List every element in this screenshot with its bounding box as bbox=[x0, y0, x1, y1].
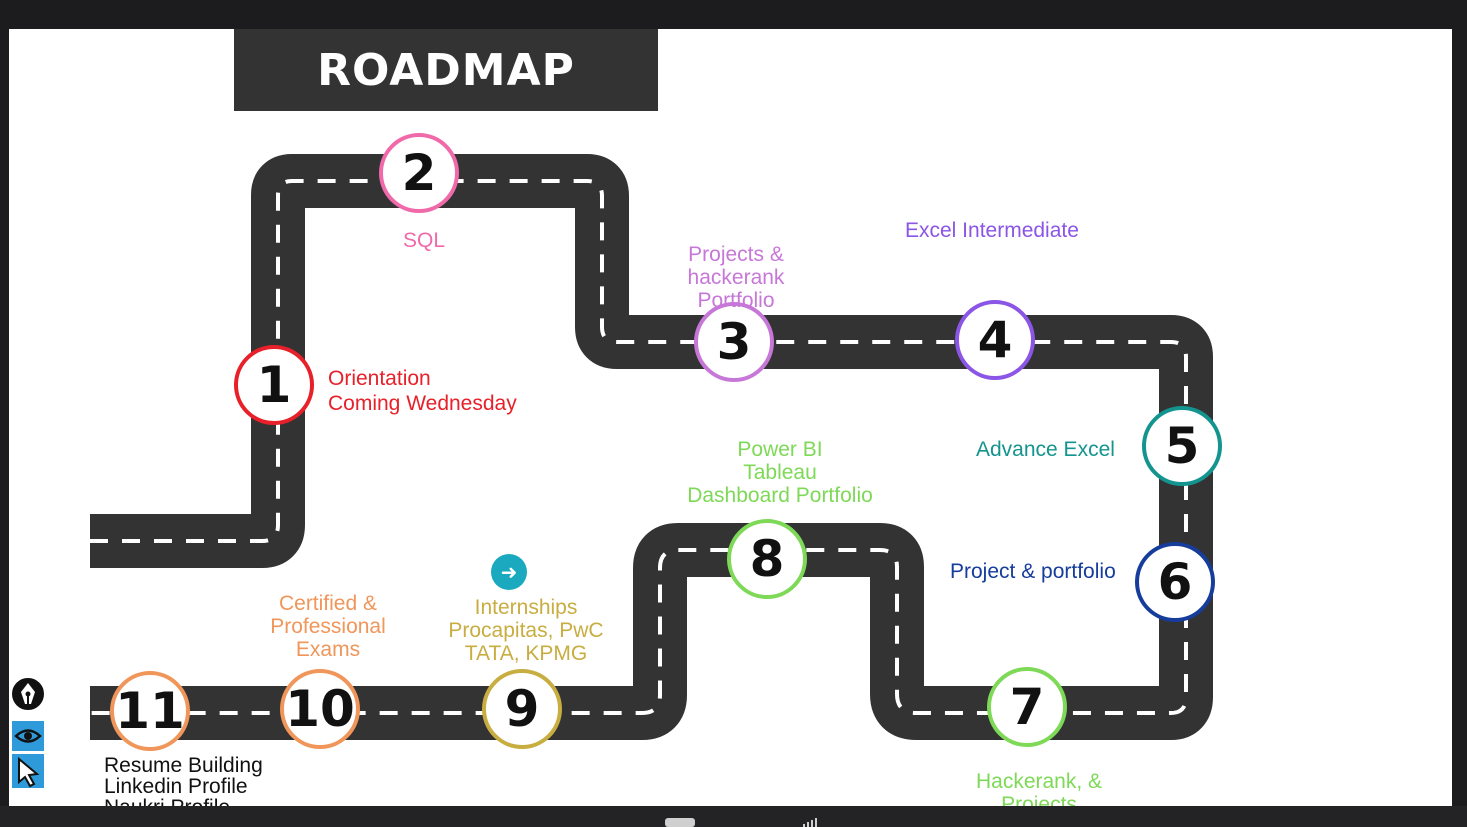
pointer-tool-button[interactable] bbox=[12, 754, 44, 788]
step-11-marker: 11 bbox=[110, 671, 190, 751]
step-1-line-2: Coming Wednesday bbox=[328, 392, 517, 415]
step-9-marker: 9 bbox=[482, 669, 562, 749]
step-1-label: Orientation Coming Wednesday bbox=[328, 366, 517, 416]
slide-canvas: ROADMAP 1 2 3 4 5 6 7 8 9 10 11 Orientat… bbox=[9, 29, 1452, 806]
step-3-marker: 3 bbox=[694, 302, 774, 382]
step-6-label: Project & portfolio bbox=[950, 560, 1116, 583]
step-11-line-2: Linkedin Profile bbox=[104, 775, 248, 798]
step-4-label: Excel Intermediate bbox=[905, 219, 1079, 242]
title-banner: ROADMAP bbox=[234, 29, 658, 111]
step-4-marker: 4 bbox=[955, 300, 1035, 380]
step-5-label: Advance Excel bbox=[976, 438, 1115, 461]
step-11-line-1: Resume Building bbox=[104, 754, 263, 777]
step-7-marker: 7 bbox=[987, 667, 1067, 747]
step-1-line-1: Orientation bbox=[328, 367, 431, 390]
step-3-line-3: Portfolio bbox=[697, 289, 775, 312]
step-8-line-3: Dashboard Portfolio bbox=[687, 484, 873, 507]
step-5-line-1: Advance Excel bbox=[976, 438, 1115, 461]
step-8-line-2: Tableau bbox=[743, 461, 817, 484]
step-5-marker: 5 bbox=[1142, 406, 1222, 486]
step-3-line-2: hackerank bbox=[687, 266, 785, 289]
step-10-line-1: Certified & bbox=[278, 592, 378, 615]
step-3-label: Projects & hackerank Portfolio bbox=[646, 243, 826, 312]
pen-tool-button[interactable] bbox=[10, 676, 46, 712]
step-7-line-1: Hackerank, & bbox=[975, 770, 1103, 793]
step-6-line-1: Project & portfolio bbox=[950, 560, 1116, 583]
step-7-label: Hackerank, & Projects bbox=[939, 770, 1139, 806]
step-11-line-3: Naukri Profile bbox=[104, 797, 263, 806]
step-8-marker: 8 bbox=[727, 519, 807, 599]
step-9-line-2: Procapitas, PwC bbox=[448, 619, 604, 642]
step-11-label: Resume Building Linkedin Profile Naukri … bbox=[104, 755, 263, 806]
step-3-line-1: Projects & bbox=[688, 243, 784, 266]
road-dashes bbox=[90, 179, 1188, 715]
step-2-label: SQL bbox=[369, 229, 479, 252]
visibility-tool-button[interactable] bbox=[12, 721, 44, 751]
step-2-line-1: SQL bbox=[402, 229, 446, 252]
step-6-marker: 6 bbox=[1135, 542, 1215, 622]
cursor-icon bbox=[18, 756, 40, 788]
pen-nib-icon bbox=[21, 683, 35, 704]
step-1-marker: 1 bbox=[234, 345, 314, 425]
step-9-line-1: Internships bbox=[474, 596, 578, 619]
top-bar bbox=[0, 0, 1467, 29]
step-10-marker: 10 bbox=[280, 669, 360, 749]
eye-icon bbox=[14, 729, 42, 743]
arrow-right-icon: ➜ bbox=[500, 560, 518, 584]
step-4-line-1: Excel Intermediate bbox=[905, 219, 1079, 242]
bottom-bar bbox=[0, 806, 1467, 827]
step-8-line-1: Power BI bbox=[737, 438, 823, 461]
step-9-line-3: TATA, KPMG bbox=[464, 642, 588, 665]
step-8-label: Power BI Tableau Dashboard Portfolio bbox=[655, 438, 905, 507]
next-slide-button[interactable]: ➜ bbox=[491, 554, 527, 590]
step-7-line-2: Projects bbox=[1001, 793, 1077, 806]
page-title: ROADMAP bbox=[317, 44, 575, 96]
step-10-line-2: Professional bbox=[270, 615, 386, 638]
road-graphic bbox=[90, 154, 1213, 740]
signal-icon bbox=[803, 818, 817, 827]
step-10-label: Certified & Professional Exams bbox=[248, 592, 408, 661]
step-9-label: Internships Procapitas, PwC TATA, KPMG bbox=[431, 596, 621, 665]
bottom-handle[interactable] bbox=[665, 818, 695, 827]
step-2-marker: 2 bbox=[379, 133, 459, 213]
step-10-line-3: Exams bbox=[295, 638, 361, 661]
